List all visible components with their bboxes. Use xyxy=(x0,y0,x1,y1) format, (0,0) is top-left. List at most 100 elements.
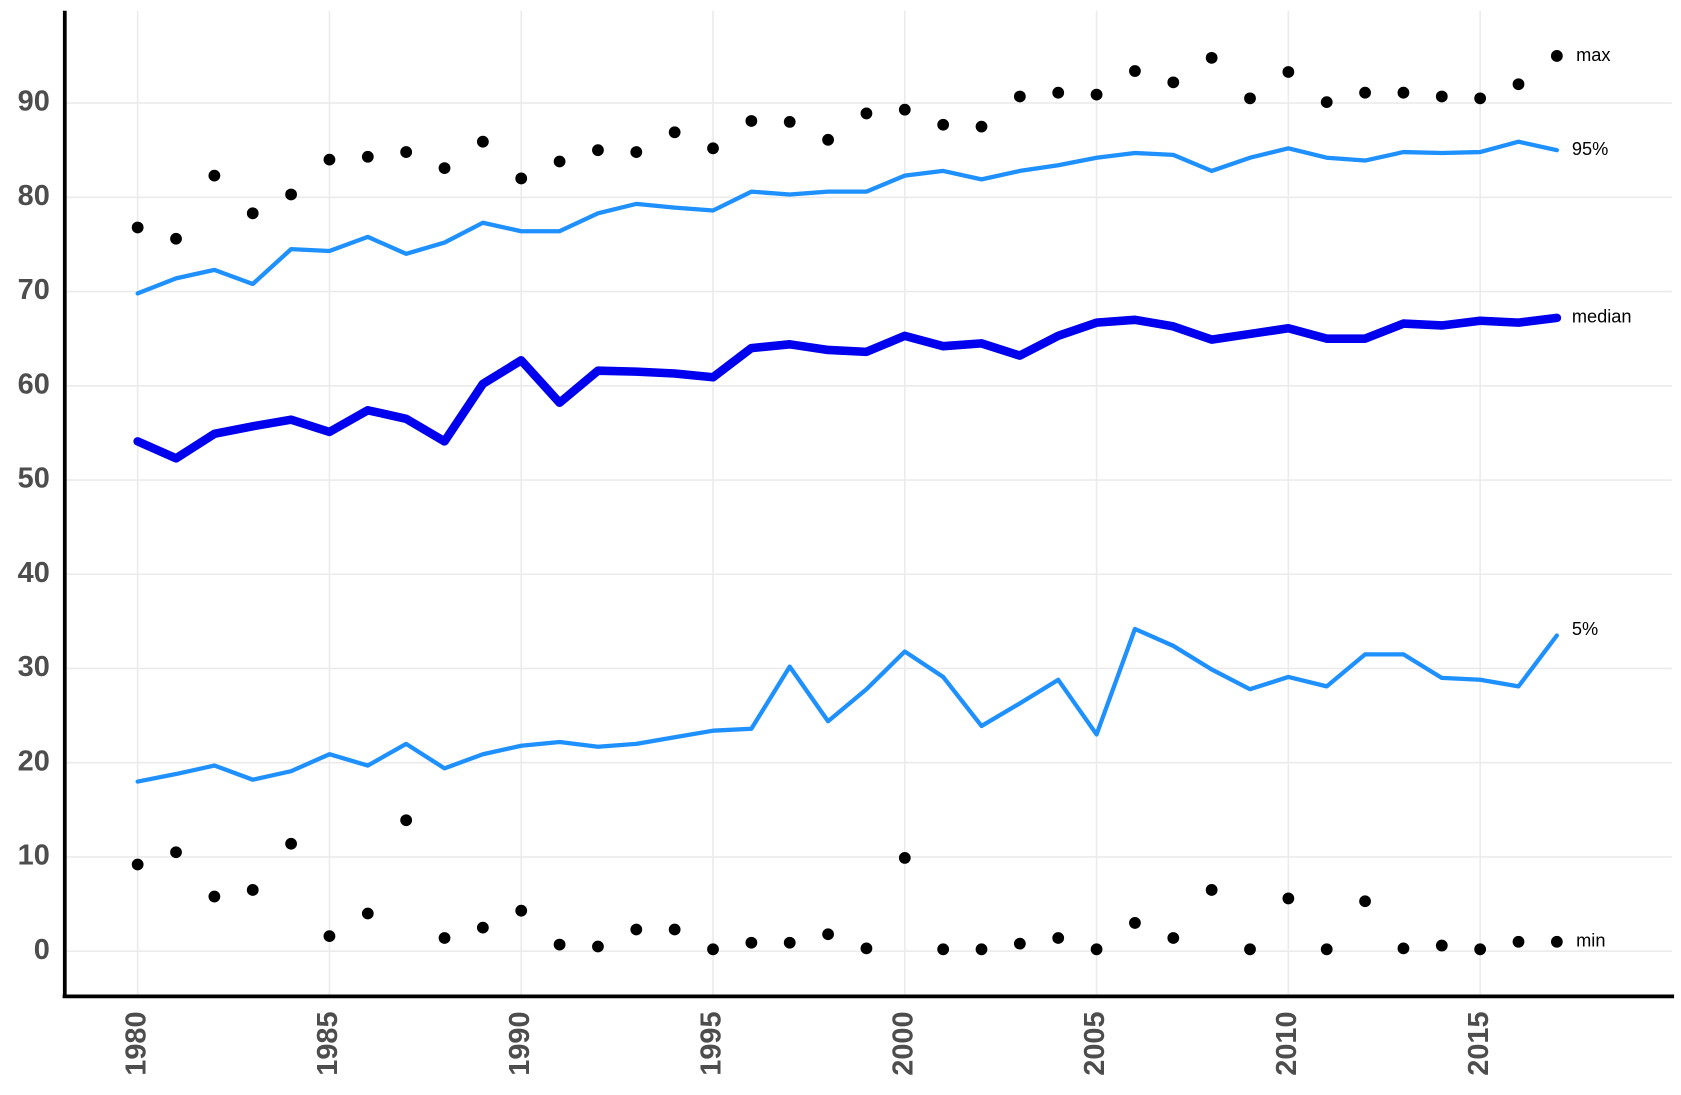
point xyxy=(860,942,873,955)
point xyxy=(898,852,911,864)
y-tick-label: 90 xyxy=(18,86,50,118)
point xyxy=(668,126,681,139)
point xyxy=(246,207,259,220)
point xyxy=(937,943,950,956)
point xyxy=(323,930,336,943)
point xyxy=(783,936,796,949)
point xyxy=(1359,895,1371,908)
point xyxy=(1167,932,1180,944)
point xyxy=(1512,78,1525,91)
series-label: 5% xyxy=(1572,619,1598,639)
x-tick-label: 2015 xyxy=(1463,1011,1495,1075)
point xyxy=(285,837,297,850)
point xyxy=(400,814,413,827)
point xyxy=(323,153,336,166)
point xyxy=(1282,66,1295,78)
point xyxy=(1512,935,1525,948)
point xyxy=(745,936,758,949)
point xyxy=(285,188,297,201)
x-tick-label: 2005 xyxy=(1079,1011,1111,1075)
point xyxy=(400,146,413,158)
point xyxy=(131,221,144,234)
point xyxy=(170,846,182,859)
y-tick-label: 0 xyxy=(34,934,50,966)
y-tick-label: 40 xyxy=(18,557,50,589)
point xyxy=(898,103,911,116)
point xyxy=(1090,943,1103,956)
point xyxy=(553,938,566,951)
point xyxy=(1167,76,1180,89)
point xyxy=(592,144,604,157)
x-tick-label: 1995 xyxy=(696,1011,728,1075)
point xyxy=(1129,65,1141,77)
point xyxy=(476,135,489,148)
x-tick-label: 1980 xyxy=(120,1011,152,1075)
y-tick-label: 60 xyxy=(18,368,50,400)
point xyxy=(1474,943,1487,956)
point xyxy=(208,169,221,182)
point xyxy=(361,907,374,920)
point xyxy=(1397,942,1410,955)
grid xyxy=(64,10,1672,997)
y-tick-label: 50 xyxy=(18,463,50,495)
x-tick-label: 1985 xyxy=(312,1011,344,1075)
point xyxy=(783,116,796,128)
point xyxy=(822,928,834,941)
point xyxy=(1013,90,1026,103)
point xyxy=(1550,50,1563,62)
point xyxy=(1320,96,1333,109)
point xyxy=(361,150,374,163)
point xyxy=(630,923,643,936)
point xyxy=(1052,932,1065,944)
point xyxy=(1435,90,1448,103)
y-tick-label: 70 xyxy=(18,274,50,306)
y-tick-label: 30 xyxy=(18,651,50,683)
point xyxy=(1052,86,1065,99)
point xyxy=(1090,88,1103,101)
point xyxy=(208,890,221,903)
point xyxy=(937,118,950,131)
point xyxy=(975,943,988,956)
point xyxy=(592,940,604,953)
y-tick-label: 80 xyxy=(18,180,50,212)
point xyxy=(1282,892,1295,905)
point xyxy=(438,932,451,944)
point xyxy=(131,858,144,871)
series-line xyxy=(135,139,1559,296)
point xyxy=(860,107,873,120)
point xyxy=(1129,917,1141,929)
series-label: max xyxy=(1576,45,1610,65)
series-label: min xyxy=(1576,931,1605,951)
point xyxy=(1320,943,1333,956)
point xyxy=(707,142,719,155)
point xyxy=(438,162,451,174)
labels: 0 10 20 30 40 50 60 70 80 90 1980 1985 1990 1995 2000 2… xyxy=(18,45,1632,1076)
point xyxy=(1244,943,1256,956)
point xyxy=(1397,86,1410,99)
point xyxy=(668,923,681,936)
point xyxy=(476,921,489,934)
y-tick-label: 20 xyxy=(18,745,50,777)
point xyxy=(630,146,643,158)
axes xyxy=(62,10,1675,999)
point xyxy=(707,943,719,956)
point xyxy=(1359,86,1371,99)
point xyxy=(170,232,182,245)
x-tick-label: 1990 xyxy=(504,1011,536,1075)
point xyxy=(745,115,758,127)
point xyxy=(975,120,988,133)
plot-area xyxy=(131,50,1563,956)
point xyxy=(1550,935,1563,948)
point xyxy=(1205,884,1218,896)
series-line xyxy=(135,626,1559,784)
point xyxy=(822,133,834,146)
point xyxy=(1435,939,1448,952)
point xyxy=(515,172,528,185)
y-tick-label: 10 xyxy=(18,840,50,872)
point xyxy=(1474,92,1487,105)
series-line xyxy=(133,313,1562,463)
point xyxy=(553,155,566,168)
series-label: 95% xyxy=(1572,139,1608,159)
